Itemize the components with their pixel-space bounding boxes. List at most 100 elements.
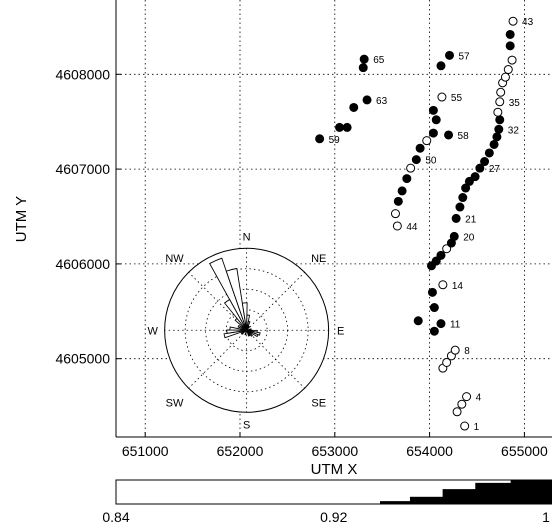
x-axis-ticks: 651000 652000 653000 654000 655000	[122, 432, 548, 459]
filled-point	[415, 143, 425, 153]
open-point	[493, 107, 503, 117]
colorbar: 0.84 0.92 1	[102, 479, 552, 525]
polar-spoke	[246, 271, 305, 331]
point-label: 1	[474, 422, 480, 433]
open-point	[462, 392, 472, 402]
compass-label-e: E	[337, 325, 344, 337]
filled-point	[359, 54, 369, 64]
open-point	[508, 16, 518, 26]
open-point	[392, 221, 402, 231]
x-tick-label: 651000	[122, 443, 169, 459]
filled-point	[315, 134, 325, 144]
compass-label-sw: SW	[166, 397, 184, 409]
point-label: 8	[464, 346, 470, 357]
x-axis-label: UTM X	[311, 461, 358, 478]
filled-point	[413, 316, 423, 326]
rose-petal	[209, 257, 248, 331]
point-label: 21	[465, 214, 477, 225]
compass-label-se: SE	[311, 397, 326, 409]
rose-petal	[246, 329, 254, 337]
filled-point	[411, 155, 421, 165]
data-points	[315, 16, 518, 431]
filled-point	[358, 63, 368, 73]
y-tick-label: 4606000	[55, 256, 110, 272]
point-label: 55	[451, 93, 463, 104]
rose-petal	[223, 298, 248, 331]
point-label: 14	[452, 281, 464, 292]
polar-ring	[184, 268, 309, 393]
x-tick-label: 654000	[406, 443, 453, 459]
filled-point	[436, 250, 446, 260]
colorbar-step	[510, 480, 552, 504]
open-point	[500, 72, 510, 82]
open-point	[457, 399, 467, 409]
open-point	[507, 55, 517, 65]
open-point	[495, 97, 505, 107]
polar-spoke	[246, 329, 305, 389]
filled-point	[494, 124, 504, 134]
point-label: 50	[425, 156, 437, 167]
filled-point	[335, 122, 345, 132]
x-tick-label: 652000	[217, 443, 264, 459]
compass-label-w: W	[147, 325, 158, 337]
colorbar-tick-label: 0.92	[320, 509, 347, 525]
filled-point	[397, 186, 407, 196]
colorbar-tick-label: 0.84	[102, 509, 129, 525]
rose-petal	[244, 330, 248, 336]
point-label: 43	[522, 17, 534, 28]
point-label: 58	[458, 131, 470, 142]
open-point	[422, 136, 432, 146]
rose-petal	[246, 330, 251, 337]
y-tick-label: 4608000	[55, 66, 110, 82]
open-point	[438, 280, 448, 290]
filled-point	[475, 163, 485, 173]
filled-point	[428, 105, 438, 115]
rose-petal	[229, 326, 247, 331]
point-label: 63	[376, 96, 388, 107]
rose-petal	[240, 329, 247, 335]
filled-point	[444, 130, 454, 140]
filled-point	[436, 319, 446, 329]
filled-point	[431, 256, 441, 266]
compass-label-ne: NE	[311, 253, 326, 265]
filled-point	[362, 95, 372, 105]
filled-point	[451, 213, 461, 223]
polar-spoke	[188, 329, 247, 389]
filled-point	[428, 128, 438, 138]
point-label: 35	[509, 98, 521, 109]
y-tick-label: 4607000	[55, 161, 110, 177]
open-point	[390, 209, 400, 219]
filled-point	[464, 176, 474, 186]
rose-petal	[226, 329, 247, 334]
y-axis-ticks: 4605000 4606000 4607000 4608000	[55, 66, 121, 367]
open-point	[496, 87, 506, 97]
point-label: 59	[329, 135, 341, 146]
filled-point	[484, 148, 494, 158]
open-point	[460, 421, 470, 431]
filled-point	[429, 303, 439, 313]
filled-point	[393, 196, 403, 206]
filled-point	[429, 326, 439, 336]
filled-point	[480, 157, 490, 167]
rose-petal	[223, 329, 247, 339]
y-tick-label: 4605000	[55, 351, 110, 367]
filled-point	[505, 29, 515, 39]
filled-point	[349, 102, 359, 112]
filled-point	[458, 193, 468, 203]
rose-petal	[241, 302, 248, 331]
rose-petal	[246, 329, 259, 338]
y-axis-label: UTM Y	[13, 196, 30, 242]
filled-point	[455, 202, 465, 212]
open-point	[442, 244, 452, 254]
filled-point	[427, 287, 437, 297]
filled-point	[342, 122, 352, 132]
point-label: 20	[463, 232, 475, 243]
compass-label-nw: NW	[165, 253, 184, 265]
filled-point	[470, 172, 480, 182]
polar-rose-inset: N NE E SE S SW W NW	[147, 231, 344, 431]
point-label: 27	[489, 164, 501, 175]
open-point	[437, 92, 447, 102]
